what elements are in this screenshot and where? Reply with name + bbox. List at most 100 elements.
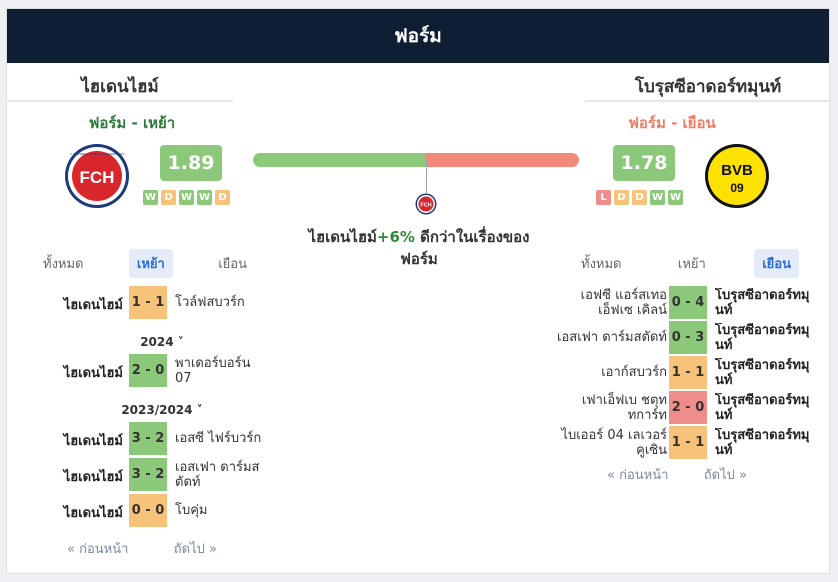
- match-row[interactable]: เอฟซี แอร์สเทอ เอ็ฟเซ เคิลน์ 0 - 4 โบรุสซี…: [547, 285, 831, 320]
- summary-mid: ดีกว่าในเรื่องของ: [414, 228, 530, 246]
- match-team: ไฮเดนไฮม์: [63, 434, 123, 449]
- home-pager: « ก่อนหน้า ถัดไป »: [67, 538, 217, 559]
- summary-line-1: ไฮเดนไฮม์+6% ดีกว่าในเรื่องของ: [279, 226, 559, 248]
- match-team: ไฮเดนไฮม์: [63, 506, 123, 521]
- home-form-title: ฟอร์ม - เหย้า: [88, 114, 176, 132]
- away-name-divider: [585, 100, 831, 102]
- match-row[interactable]: เฟาเอ็ฟเบ ชตุททการ์ท 2 - 0 โบรุสซีอาดอร์ทม…: [547, 390, 831, 425]
- match-score: 1 - 1: [669, 426, 707, 459]
- form-summary: ไฮเดนไฮม์+6% ดีกว่าในเรื่องของ ฟอร์ม: [279, 226, 559, 270]
- summary-line-2: ฟอร์ม: [400, 250, 438, 268]
- match-row[interactable]: ไบเออร์ 04 เลเวอร์คูเซิน 1 - 1 โบรุสซีอาดอ…: [547, 425, 831, 460]
- bar-away-portion: [426, 153, 579, 167]
- match-opponent: เอสซี ไฟร์บวร์ก: [175, 431, 262, 446]
- season-label: 2024: [140, 335, 174, 349]
- match-score: 1 - 1: [129, 286, 167, 319]
- form-header: ฟอร์ม: [7, 9, 829, 63]
- match-score: 0 - 4: [669, 286, 707, 319]
- match-score: 0 - 0: [129, 494, 167, 527]
- header-title: ฟอร์ม: [394, 25, 442, 47]
- bar-marker-line: [426, 159, 427, 193]
- form-result-d: D: [614, 190, 629, 205]
- match-opponent: เอสเฟา ดาร์มสตัดท์: [175, 459, 260, 490]
- season-label: 2023/2024: [121, 403, 193, 417]
- summary-team: ไฮเดนไฮม์: [308, 228, 377, 246]
- bar-marker-crest: FCH: [415, 193, 437, 219]
- svg-text:FCH: FCH: [420, 203, 431, 209]
- away-tab-away[interactable]: เยือน: [754, 249, 799, 278]
- chevron-down-icon: ˅: [192, 403, 203, 417]
- form-result-w: W: [197, 190, 212, 205]
- away-prev-link[interactable]: « ก่อนหน้า: [607, 468, 669, 483]
- match-score: 3 - 2: [129, 458, 167, 491]
- away-next-link[interactable]: ถัดไป »: [703, 468, 747, 483]
- heidenheim-mini-crest-icon: FCH: [415, 193, 437, 215]
- form-result-w: W: [668, 190, 683, 205]
- svg-text:BVB: BVB: [721, 162, 753, 179]
- match-row[interactable]: ไฮเดนไฮม์ 1 - 1 โวล์ฟสบวร์ก: [7, 285, 307, 320]
- match-score: 0 - 3: [669, 321, 707, 354]
- match-team: ไฮเดนไฮม์: [63, 366, 123, 381]
- match-opponent: เอฟซี แอร์สเทอ เอ็ฟเซ เคิลน์: [580, 287, 667, 318]
- match-score: 1 - 1: [669, 356, 707, 389]
- home-next-link[interactable]: ถัดไป »: [173, 542, 217, 557]
- home-team-name: ไฮเดนไฮม์: [81, 77, 159, 97]
- match-opponent: โบคุ่ม: [175, 503, 208, 518]
- form-result-d: D: [632, 190, 647, 205]
- away-pager: « ก่อนหน้า ถัดไป »: [607, 464, 747, 485]
- home-team-logo[interactable]: FCH 1. FUSSBALLCLUB HEIDENHEIM 1846: [64, 143, 130, 213]
- dortmund-crest-icon: BVB 09: [705, 144, 769, 208]
- away-form-title: ฟอร์ม - เยือน: [628, 114, 716, 132]
- match-row[interactable]: ไฮเดนไฮม์ 3 - 2 เอสซี ไฟร์บวร์ก: [7, 421, 307, 456]
- away-tab-home[interactable]: เหย้า: [677, 257, 706, 272]
- match-opponent: ไบเออร์ 04 เลเวอร์คูเซิน: [561, 427, 667, 458]
- season-header[interactable]: 2023/2024 ˅: [87, 403, 237, 417]
- match-team: โบรุสซีอาดอร์ทมุนท์: [715, 393, 810, 423]
- match-opponent: เอาก์สบวร์ก: [601, 365, 667, 380]
- match-opponent: เอสเฟา ดาร์มสตัดท์: [557, 330, 667, 345]
- match-opponent: พาเดอร์บอร์น 07: [175, 355, 251, 386]
- svg-text:1. FUSSBALLCLUB HEIDENHEIM 184: 1. FUSSBALLCLUB HEIDENHEIM 1846: [70, 152, 124, 156]
- home-prev-link[interactable]: « ก่อนหน้า: [67, 542, 129, 557]
- match-team: โบรุสซีอาดอร์ทมุนท์: [715, 428, 810, 458]
- away-team-logo[interactable]: BVB 09: [704, 143, 770, 213]
- match-opponent: เฟาเอ็ฟเบ ชตุททการ์ท: [581, 392, 667, 423]
- home-tab-away[interactable]: เยือน: [218, 257, 247, 272]
- form-result-l: L: [596, 190, 611, 205]
- bar-home-portion: [253, 153, 426, 167]
- chevron-down-icon: ˅: [173, 335, 184, 349]
- svg-text:FCH: FCH: [80, 168, 115, 187]
- match-row[interactable]: ไฮเดนไฮม์ 3 - 2 เอสเฟา ดาร์มสตัดท์: [7, 457, 307, 492]
- match-team: โบรุสซีอาดอร์ทมุนท์: [715, 288, 810, 318]
- match-opponent: โวล์ฟสบวร์ก: [175, 295, 245, 310]
- home-tab-all[interactable]: ทั้งหมด: [43, 257, 84, 272]
- form-result-w: W: [143, 190, 158, 205]
- summary-diff: +6%: [376, 228, 415, 246]
- match-team: ไฮเดนไฮม์: [63, 298, 123, 313]
- home-tabs: ทั้งหมด เหย้า เยือน: [35, 249, 255, 278]
- match-row[interactable]: ไฮเดนไฮม์ 2 - 0 พาเดอร์บอร์น 07: [7, 353, 307, 388]
- home-name-divider: [7, 100, 233, 102]
- form-result-d: D: [161, 190, 176, 205]
- home-tab-home[interactable]: เหย้า: [128, 249, 173, 278]
- match-score: 2 - 0: [129, 354, 167, 387]
- away-team-name: โบรุสซีอาดอร์ทมุนท์: [634, 77, 782, 97]
- home-rating: 1.89: [160, 145, 222, 181]
- match-row[interactable]: เอาก์สบวร์ก 1 - 1 โบรุสซีอาดอร์ทมุนท์: [547, 355, 831, 390]
- away-rating: 1.78: [613, 145, 675, 181]
- form-result-w: W: [650, 190, 665, 205]
- form-result-w: W: [179, 190, 194, 205]
- away-tab-all[interactable]: ทั้งหมด: [581, 257, 622, 272]
- match-row[interactable]: ไฮเดนไฮม์ 0 - 0 โบคุ่ม: [7, 493, 307, 528]
- match-team: ไฮเดนไฮม์: [63, 470, 123, 485]
- match-score: 3 - 2: [129, 422, 167, 455]
- season-header[interactable]: 2024 ˅: [87, 335, 237, 349]
- match-team: โบรุสซีอาดอร์ทมุนท์: [715, 323, 810, 353]
- form-comparison-bar: [253, 153, 579, 167]
- heidenheim-crest-icon: FCH 1. FUSSBALLCLUB HEIDENHEIM 1846: [65, 144, 129, 208]
- form-result-d: D: [215, 190, 230, 205]
- match-row[interactable]: เอสเฟา ดาร์มสตัดท์ 0 - 3 โบรุสซีอาดอร์ทมุน…: [547, 320, 831, 355]
- match-team: โบรุสซีอาดอร์ทมุนท์: [715, 358, 810, 388]
